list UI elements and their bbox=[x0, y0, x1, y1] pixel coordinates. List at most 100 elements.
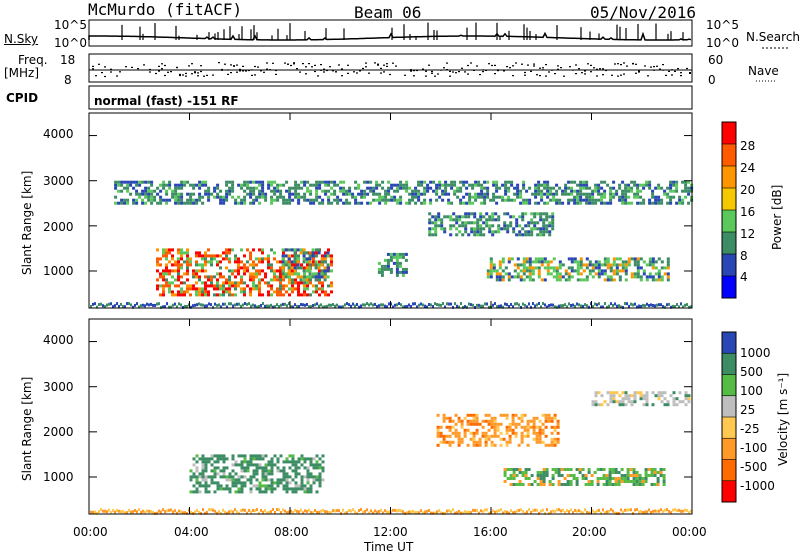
echo-cell bbox=[504, 183, 508, 187]
nave-point bbox=[233, 65, 235, 67]
echo-cell bbox=[153, 198, 157, 202]
echo-cell bbox=[612, 263, 616, 267]
echo-cell bbox=[192, 192, 196, 196]
echo-cell bbox=[312, 284, 315, 288]
ground-scatter-cell bbox=[244, 302, 246, 306]
ground-scatter-cell bbox=[632, 511, 634, 515]
echo-cell bbox=[542, 474, 546, 477]
echo-cell bbox=[270, 490, 274, 494]
echo-cell bbox=[570, 180, 574, 184]
echo-cell bbox=[540, 189, 544, 193]
echo-cell bbox=[294, 263, 297, 267]
nave-point bbox=[680, 75, 682, 77]
nave-point bbox=[470, 62, 472, 64]
ground-scatter-cell bbox=[126, 511, 128, 515]
echo-cell bbox=[602, 468, 606, 471]
echo-cell bbox=[594, 400, 598, 404]
echo-cell bbox=[189, 478, 193, 482]
echo-cell bbox=[570, 260, 574, 264]
echo-cell bbox=[273, 454, 277, 458]
ground-scatter-cell bbox=[110, 302, 112, 306]
echo-cell bbox=[466, 443, 470, 447]
echo-cell bbox=[636, 260, 640, 264]
ground-scatter-cell bbox=[636, 508, 638, 512]
echo-cell bbox=[324, 183, 328, 187]
echo-cell bbox=[381, 198, 385, 202]
echo-cell bbox=[520, 413, 524, 417]
echo-cell bbox=[404, 252, 408, 256]
echo-cell bbox=[276, 466, 280, 470]
echo-cell bbox=[463, 416, 467, 420]
echo-cell bbox=[246, 183, 250, 187]
echo-cell bbox=[423, 198, 427, 202]
ground-scatter-cell bbox=[136, 510, 138, 514]
ground-scatter-cell bbox=[120, 510, 122, 514]
echo-cell bbox=[411, 192, 415, 196]
echo-cell bbox=[171, 269, 174, 273]
echo-cell bbox=[548, 221, 552, 225]
echo-cell bbox=[533, 480, 537, 483]
ground-scatter-cell bbox=[496, 305, 498, 309]
echo-cell bbox=[445, 425, 449, 429]
echo-cell bbox=[279, 272, 282, 276]
echo-cell bbox=[234, 490, 238, 494]
echo-cell bbox=[285, 478, 289, 482]
echo-cell bbox=[609, 189, 613, 193]
echo-cell bbox=[651, 278, 655, 282]
echo-cell bbox=[273, 272, 276, 276]
nave-point bbox=[611, 74, 613, 76]
echo-cell bbox=[345, 198, 349, 202]
echo-cell bbox=[448, 416, 452, 420]
ground-scatter-cell bbox=[462, 305, 464, 309]
echo-cell bbox=[621, 260, 625, 264]
ground-scatter-cell bbox=[686, 508, 688, 512]
nave-point bbox=[557, 68, 559, 70]
ground-scatter-cell bbox=[640, 510, 642, 514]
nave-point bbox=[494, 73, 496, 75]
ground-scatter-cell bbox=[492, 303, 494, 307]
echo-cell bbox=[285, 457, 289, 461]
echo-cell bbox=[627, 394, 631, 398]
ground-scatter-cell bbox=[656, 509, 658, 513]
nave-point bbox=[404, 74, 406, 76]
echo-cell bbox=[282, 195, 286, 199]
echo-cell bbox=[198, 263, 201, 267]
echo-cell bbox=[276, 293, 279, 297]
echo-cell bbox=[429, 201, 433, 205]
echo-cell bbox=[537, 269, 541, 273]
echo-cell bbox=[315, 189, 319, 193]
echo-cell bbox=[632, 474, 636, 477]
nave-point bbox=[302, 63, 304, 65]
echo-cell bbox=[537, 266, 541, 270]
echo-cell bbox=[465, 180, 469, 184]
echo-cell bbox=[563, 468, 567, 471]
echo-cell bbox=[276, 195, 280, 199]
ground-scatter-cell bbox=[564, 511, 566, 515]
echo-cell bbox=[246, 478, 250, 482]
echo-cell bbox=[405, 201, 409, 205]
ground-scatter-cell bbox=[612, 303, 614, 307]
echo-cell bbox=[383, 258, 387, 262]
echo-cell bbox=[293, 257, 297, 261]
echo-cell bbox=[472, 431, 476, 435]
echo-cell bbox=[508, 425, 512, 429]
echo-cell bbox=[201, 266, 204, 270]
echo-cell bbox=[465, 186, 469, 190]
nave-point bbox=[116, 75, 118, 77]
echo-cell bbox=[648, 180, 652, 184]
ground-scatter-cell bbox=[128, 508, 130, 512]
echo-cell bbox=[213, 287, 216, 291]
ground-scatter-cell bbox=[434, 302, 436, 306]
echo-cell bbox=[499, 422, 503, 426]
echo-cell bbox=[525, 275, 529, 279]
echo-cell bbox=[654, 260, 658, 264]
nave-point bbox=[329, 66, 331, 68]
echo-cell bbox=[264, 490, 268, 494]
echo-cell bbox=[507, 189, 511, 193]
echo-cell bbox=[428, 230, 432, 234]
echo-cell bbox=[297, 183, 301, 187]
echo-cell bbox=[597, 275, 601, 279]
echo-cell bbox=[471, 195, 475, 199]
echo-cell bbox=[141, 180, 145, 184]
echo-cell bbox=[498, 195, 502, 199]
